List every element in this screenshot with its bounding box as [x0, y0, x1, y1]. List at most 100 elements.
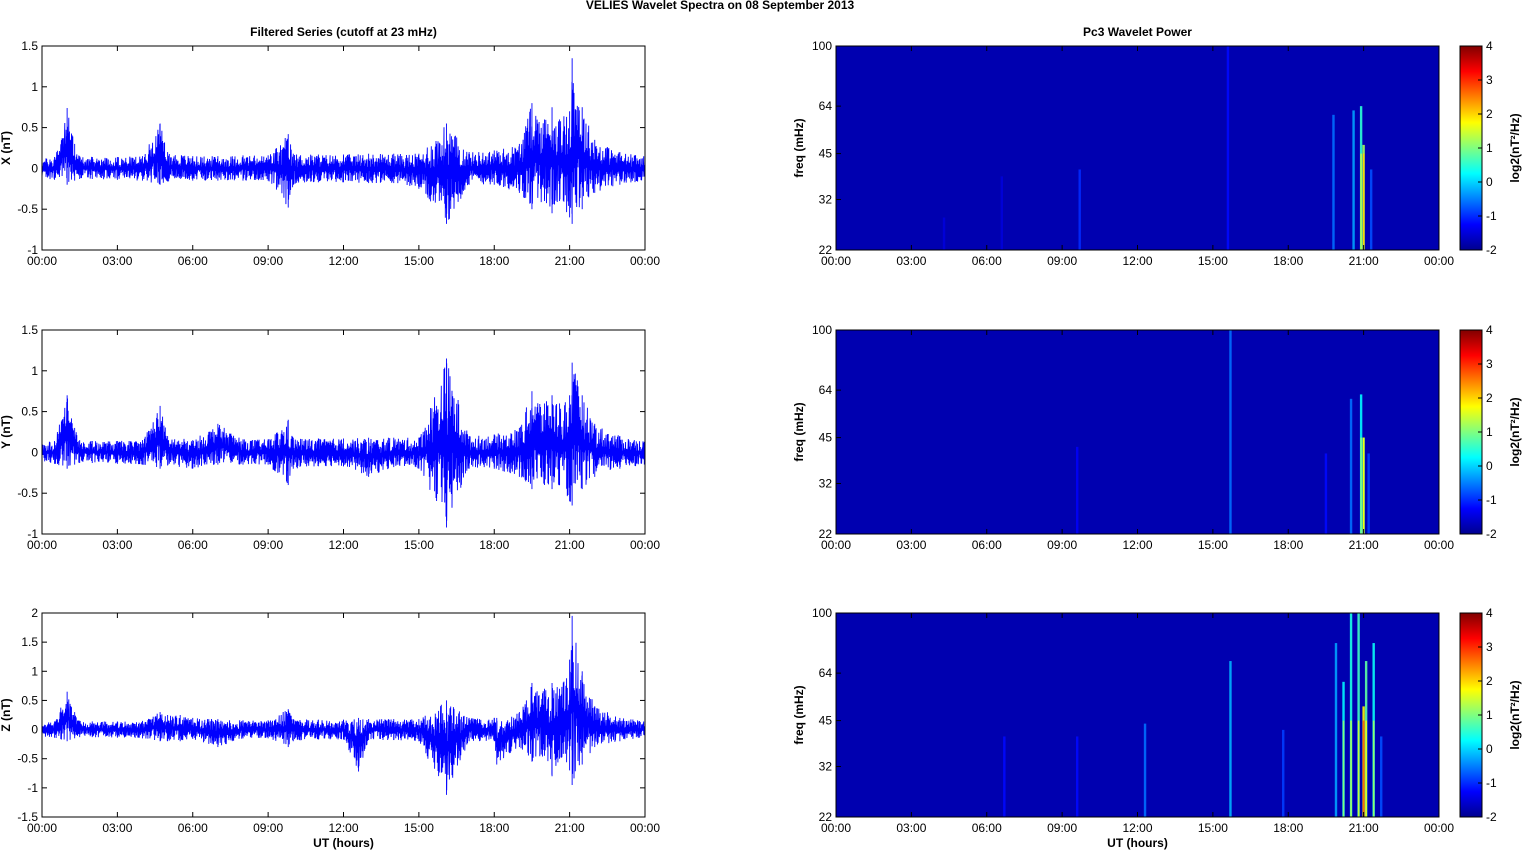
- freq-tick-label: 22: [819, 243, 833, 257]
- power-burst-core: [1362, 720, 1365, 817]
- x-tick-label: 06:00: [178, 538, 208, 552]
- x-tick-label: 00:00: [27, 821, 57, 835]
- x-tick-label: 15:00: [404, 821, 434, 835]
- y-tick-label: -0.5: [17, 486, 38, 500]
- freq-tick-label: 45: [819, 714, 833, 728]
- x-tick-label: 06:00: [972, 821, 1002, 835]
- power-burst: [1226, 46, 1230, 250]
- y-tick-label: -1.5: [17, 810, 38, 824]
- y-tick-label: 0: [31, 723, 38, 737]
- x-tick-label: 00:00: [630, 821, 660, 835]
- x-tick-label: 18:00: [479, 821, 509, 835]
- x-tick-label: 06:00: [972, 254, 1002, 268]
- freq-axis-label: freq (mHz): [792, 402, 806, 461]
- power-burst: [1367, 453, 1370, 534]
- x-tick-label: 21:00: [555, 254, 585, 268]
- x-tick-label: 09:00: [1047, 254, 1077, 268]
- y-tick-label: 1.5: [21, 635, 38, 649]
- y-tick-label: -1: [27, 781, 38, 795]
- power-burst-core: [1357, 720, 1360, 817]
- x-tick-label: 00:00: [821, 538, 851, 552]
- power-burst: [1352, 110, 1355, 250]
- colorbar-tick-label: -1: [1486, 209, 1497, 223]
- x-tick-label: 09:00: [253, 254, 283, 268]
- colorbar-tick-label: 4: [1486, 323, 1493, 337]
- power-burst: [1324, 453, 1328, 534]
- x-tick-label: 15:00: [404, 254, 434, 268]
- y-tick-label: 1.5: [21, 39, 38, 53]
- spectrogram-area: [836, 46, 1439, 250]
- colorbar-tick-label: -1: [1486, 776, 1497, 790]
- colorbar-tick-label: 3: [1486, 73, 1493, 87]
- x-tick-label: 21:00: [555, 821, 585, 835]
- panel-title: Pc3 Wavelet Power: [1083, 25, 1192, 39]
- freq-tick-label: 32: [819, 760, 833, 774]
- freq-tick-label: 22: [819, 527, 833, 541]
- x-tick-label: 00:00: [27, 538, 57, 552]
- x-tick-label: 06:00: [178, 254, 208, 268]
- x-tick-label: 03:00: [896, 538, 926, 552]
- x-tick-label: 00:00: [27, 254, 57, 268]
- y-axis-label: Z (nT): [0, 698, 13, 731]
- panel-title: Filtered Series (cutoff at 23 mHz): [250, 25, 437, 39]
- series-panel-2: -1.5 -1 -0.5 0 0.5 1 1.5 2 00:00 03:00 06:00 09:00 1…: [0, 606, 660, 850]
- series-panel-1: -1 -0.5 0 0.5 1 1.5 00:00 03:00 06:00 09:00 12:00 1…: [0, 323, 660, 552]
- colorbar-label: log2(nT²/Hz): [1508, 397, 1522, 466]
- colorbar-tick-label: 2: [1486, 674, 1493, 688]
- freq-tick-label: 45: [819, 147, 833, 161]
- x-tick-label: 15:00: [1198, 254, 1228, 268]
- x-tick-label: 09:00: [1047, 538, 1077, 552]
- power-burst: [1332, 114, 1335, 250]
- freq-tick-label: 100: [812, 606, 832, 620]
- x-tick-label: 15:00: [1198, 538, 1228, 552]
- colorbar-tick-label: 4: [1486, 606, 1493, 620]
- x-tick-label: 21:00: [1349, 254, 1379, 268]
- freq-tick-label: 64: [819, 666, 833, 680]
- power-burst: [1000, 176, 1004, 250]
- freq-tick-label: 22: [819, 810, 833, 824]
- power-burst: [1143, 723, 1147, 817]
- colorbar-tick-label: 2: [1486, 107, 1493, 121]
- power-burst: [1357, 613, 1360, 817]
- colorbar-tick-label: -2: [1486, 243, 1497, 257]
- y-tick-label: 0: [31, 445, 38, 459]
- x-tick-label: 09:00: [253, 538, 283, 552]
- x-tick-label: 00:00: [821, 254, 851, 268]
- freq-axis-label: freq (mHz): [792, 685, 806, 744]
- colorbar-tick-label: 1: [1486, 141, 1493, 155]
- x-tick-label: 00:00: [630, 254, 660, 268]
- y-tick-label: -0.5: [17, 202, 38, 216]
- freq-axis-label: freq (mHz): [792, 118, 806, 177]
- x-tick-label: 18:00: [479, 254, 509, 268]
- x-tick-label: 12:00: [328, 821, 358, 835]
- y-tick-label: -1: [27, 527, 38, 541]
- x-axis-label: UT (hours): [1107, 836, 1168, 850]
- x-tick-label: 03:00: [102, 821, 132, 835]
- x-tick-label: 18:00: [1273, 254, 1303, 268]
- power-burst: [1282, 729, 1285, 817]
- spectrogram-area: [836, 330, 1439, 534]
- freq-tick-label: 32: [819, 477, 833, 491]
- colorbar-label: log2(nT²/Hz): [1508, 680, 1522, 749]
- x-tick-label: 03:00: [102, 254, 132, 268]
- freq-tick-label: 45: [819, 431, 833, 445]
- freq-tick-label: 100: [812, 39, 832, 53]
- x-tick-label: 12:00: [1122, 538, 1152, 552]
- y-tick-label: 1.5: [21, 323, 38, 337]
- power-burst: [1229, 330, 1232, 534]
- figure-title: VELIES Wavelet Spectra on 08 September 2…: [586, 0, 855, 12]
- x-tick-label: 09:00: [253, 821, 283, 835]
- power-burst: [1003, 736, 1006, 817]
- colorbar-tick-label: 4: [1486, 39, 1493, 53]
- x-tick-label: 06:00: [178, 821, 208, 835]
- colorbar-tick-label: 3: [1486, 357, 1493, 371]
- x-tick-label: 15:00: [404, 538, 434, 552]
- x-tick-label: 00:00: [821, 821, 851, 835]
- x-tick-label: 00:00: [630, 538, 660, 552]
- power-burst: [1369, 169, 1373, 250]
- power-burst: [1334, 643, 1338, 817]
- colorbar-tick-label: -2: [1486, 527, 1497, 541]
- colorbar-label: log2(nT²/Hz): [1508, 113, 1522, 182]
